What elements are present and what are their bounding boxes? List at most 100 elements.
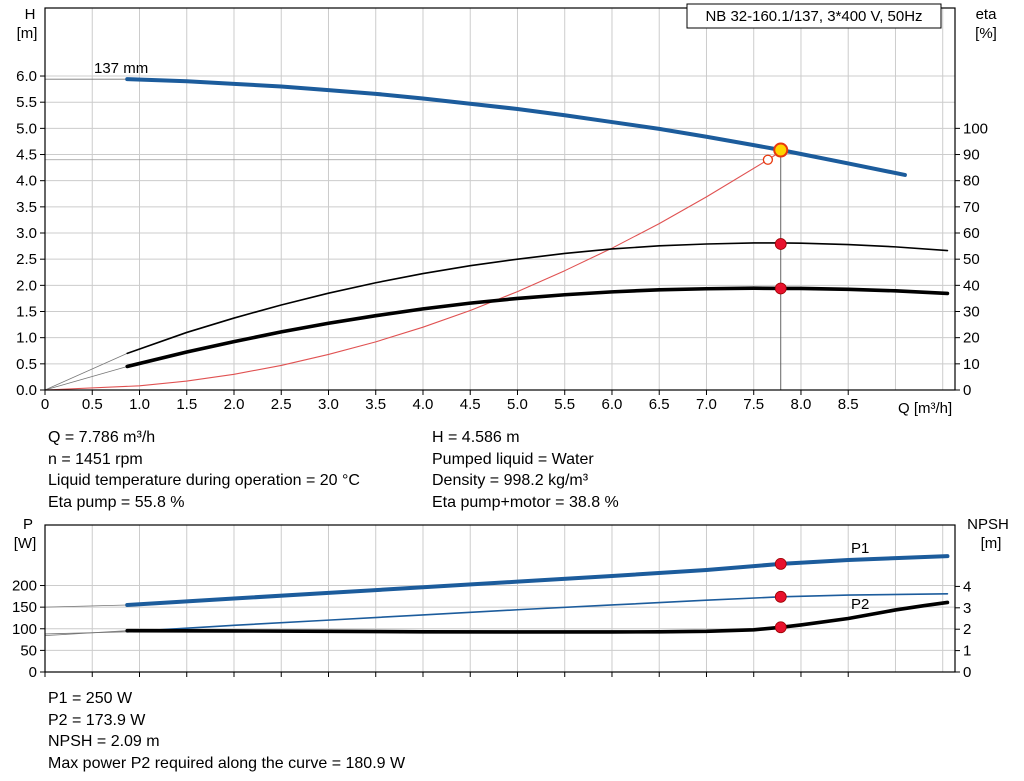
series-p1 (125, 554, 950, 607)
x-tick-label: 6.0 (602, 396, 623, 413)
x-tick-label: 2.5 (271, 396, 292, 413)
qh-eta-chart-svg: 0 0.5 1.0 1.5 2.0 2.5 3.0 3.5 4.0 4.5 5.0 5.5 6.0 6.5… (16, 3, 998, 417)
x-tick-label: 5.5 (554, 396, 575, 413)
x-tick-label: 0.5 (82, 396, 103, 413)
y-right-tick-label: 60 (963, 225, 980, 242)
info-line-density: Density = 998.2 kg/m³ (432, 472, 589, 489)
x-tick-label: 3.0 (318, 396, 339, 413)
x-tick-label: 5.0 (507, 396, 528, 413)
y-right-tick-label: 0 (963, 382, 971, 399)
impeller-label: 137 mm (94, 60, 148, 77)
y-left-title-1: H (25, 6, 36, 23)
y-left-tick-label: 4.5 (16, 147, 37, 164)
y-right-title-2: [m] (981, 535, 1002, 552)
info-line-q: Q = 7.786 m³/h (48, 429, 156, 446)
x-tick-label: 7.5 (743, 396, 764, 413)
x-tick-label: 2.0 (224, 396, 245, 413)
guide-eta-pump-leader (44, 353, 128, 391)
y-left-tick-label: 100 (12, 621, 37, 638)
info-line-h: H = 4.586 m (432, 429, 520, 446)
duty-point-marker (773, 142, 789, 158)
y-left-title-2: [W] (14, 535, 37, 552)
y-right-tick-label: 3 (963, 600, 971, 617)
info-line-p1: P1 = 250 W (48, 690, 133, 707)
y-right-tick-label: 80 (963, 173, 980, 190)
info-line-pumped-liquid: Pumped liquid = Water (432, 450, 594, 468)
x-tick-label: 1.0 (129, 396, 150, 413)
p2-marker (774, 590, 787, 603)
x-tick-label: 7.0 (696, 396, 717, 413)
y-right-title-1: NPSH (967, 516, 1009, 533)
x-tick-label: 6.5 (649, 396, 670, 413)
series-eta-pump-motor (125, 286, 950, 369)
y-right-tick-label: 4 (963, 578, 971, 595)
info-col-left: Q = 7.786 m³/h n = 1451 rpm Liquid tempe… (48, 427, 432, 513)
x-tick-label: 8.5 (838, 396, 859, 413)
y-right-tick-label: 2 (963, 621, 971, 638)
y-left-tick-label: 2.0 (16, 277, 37, 294)
y-left-tick-label: 50 (20, 642, 37, 659)
x-title: Q [m³/h] (898, 400, 952, 417)
info-line-p2: P2 = 173.9 W (48, 711, 146, 729)
y-right-tick-label: 50 (963, 251, 980, 268)
y-left-tick-label: 3.5 (16, 199, 37, 216)
eta-pump-motor-marker (774, 282, 787, 295)
series-eta-pump (126, 242, 949, 355)
y-right-tick-label: 10 (963, 356, 980, 373)
info-line-eta-pump-motor: Eta pump+motor = 38.8 % (432, 493, 619, 511)
guide-p1-leader (44, 604, 128, 608)
info-line-n: n = 1451 rpm (48, 450, 143, 468)
y-left-tick-label: 1.5 (16, 304, 37, 321)
info-line-max-p2: Max power P2 required along the curve = … (48, 754, 406, 772)
y-left-tick-label: 5.5 (16, 94, 37, 111)
y-right-title-2: [%] (975, 25, 997, 42)
y-left-tick-label: 3.0 (16, 225, 37, 242)
plot-frame (44, 7, 956, 391)
y-left-tick-label: 200 (12, 578, 37, 595)
series-npsh (125, 600, 950, 634)
series-system-curve (44, 150, 782, 391)
y-left-tick-label: 0 (29, 664, 37, 681)
power-info-block: P1 = 250 W P2 = 173.9 W NPSH = 2.09 m Ma… (0, 683, 1024, 774)
info-line-liquid-temp: Liquid temperature during operation = 20… (48, 472, 360, 489)
eta-pump-marker (774, 238, 787, 250)
series-p2 (126, 592, 949, 633)
guide-npsh-leader (44, 630, 128, 637)
p2-label: P2 (851, 596, 869, 613)
chart-title-box (686, 3, 942, 29)
y-right-tick-label: 70 (963, 199, 980, 216)
x-tick-label: 1.5 (176, 396, 197, 413)
y-right-tick-label: 100 (963, 120, 988, 137)
y-left-tick-label: 0.0 (16, 382, 37, 399)
y-left-tick-label: 150 (12, 599, 37, 616)
y-right-tick-label: 1 (963, 643, 971, 660)
chart-title: NB 32-160.1/137, 3*400 V, 50Hz (705, 8, 922, 25)
info-line-npsh: NPSH = 2.09 m (48, 733, 160, 750)
requested-duty-marker (762, 154, 774, 165)
y-left-tick-label: 6.0 (16, 68, 37, 85)
y-left-tick-label: 2.5 (16, 251, 37, 268)
guide-eta-motor-leader (44, 366, 128, 391)
info-row: Q = 7.786 m³/h n = 1451 rpm Liquid tempe… (48, 427, 1024, 513)
series-head-137mm (125, 77, 907, 177)
x-tick-label: 0 (41, 396, 49, 413)
npsh-marker (774, 621, 787, 634)
p1-marker (774, 558, 787, 570)
y-right-tick-label: 90 (963, 147, 980, 164)
info-line-eta-pump: Eta pump = 55.8 % (48, 493, 185, 511)
y-right-tick-label: 30 (963, 304, 980, 321)
y-right-tick-label: 20 (963, 330, 980, 347)
info-col-right: H = 4.586 m Pumped liquid = Water Densit… (432, 427, 1024, 513)
p1-label: P1 (851, 540, 869, 557)
x-tick-label: 3.5 (365, 396, 386, 413)
y-left-tick-label: 0.5 (16, 356, 37, 373)
y-right-tick-label: 0 (963, 664, 971, 681)
x-tick-label: 4.0 (413, 396, 434, 413)
y-right-title-1: eta (976, 6, 998, 23)
power-npsh-chart-svg: 0 50 100 150 200 0 1 2 3 4 P [W] NPSH [m] P1 P2 (12, 516, 1009, 681)
y-left-tick-label: 5.0 (16, 120, 37, 137)
plot-frame (44, 524, 956, 673)
x-tick-label: 8.0 (791, 396, 812, 413)
y-left-title-2: [m] (17, 25, 38, 42)
